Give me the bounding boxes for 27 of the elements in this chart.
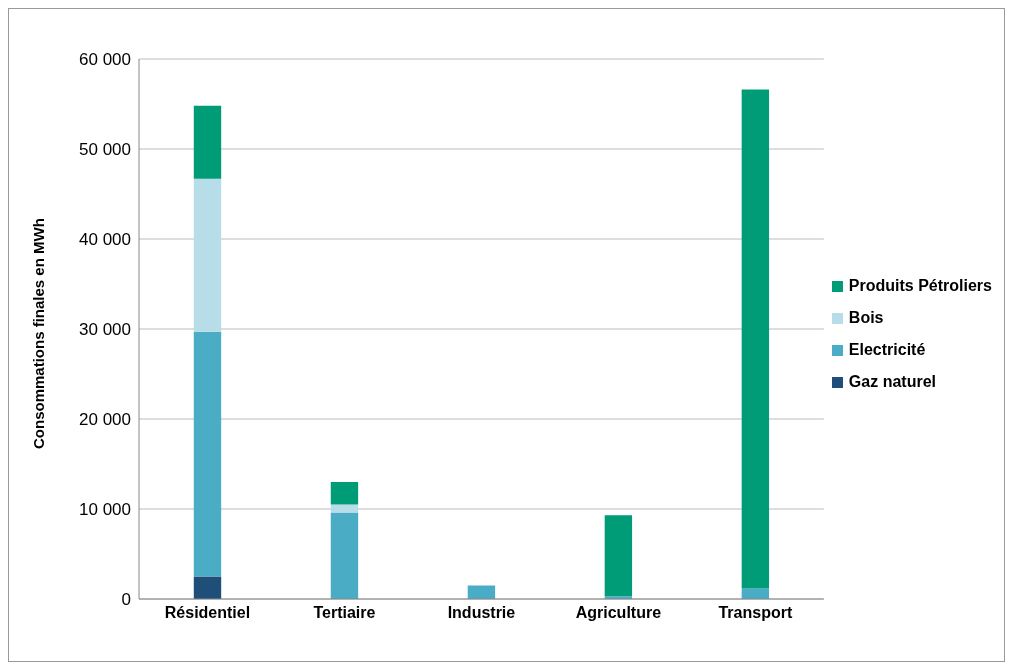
y-tick-label: 20 000 [79,410,131,430]
x-tick-label: Transport [718,604,793,622]
y-axis-title: Consommations finales en MWh [30,218,48,449]
bar [193,331,222,577]
y-tick-label: 60 000 [79,50,131,70]
bar [330,504,359,513]
y-tick-label: 30 000 [79,320,131,340]
y-tick-label: 40 000 [79,230,131,250]
x-tick-label: Tertiaire [313,604,376,622]
legend-label: Electricité [848,341,926,359]
y-tick-label: 0 [121,590,131,610]
y-tick-label: 10 000 [79,500,131,520]
bar [741,588,770,599]
bar [193,105,222,179]
legend-label: Produits Pétroliers [848,277,992,295]
x-tick-label: Industrie [447,604,516,622]
y-tick-label: 50 000 [79,140,131,160]
bar [193,178,222,332]
bar [330,512,359,599]
bar [330,482,359,505]
x-tick-label: Résidentiel [164,604,251,622]
x-tick-label: Agriculture [575,604,662,622]
bar [193,576,222,599]
legend-label: Bois [848,309,884,327]
legend-label: Gaz naturel [848,373,936,391]
bar [604,515,633,597]
bar [741,89,770,589]
